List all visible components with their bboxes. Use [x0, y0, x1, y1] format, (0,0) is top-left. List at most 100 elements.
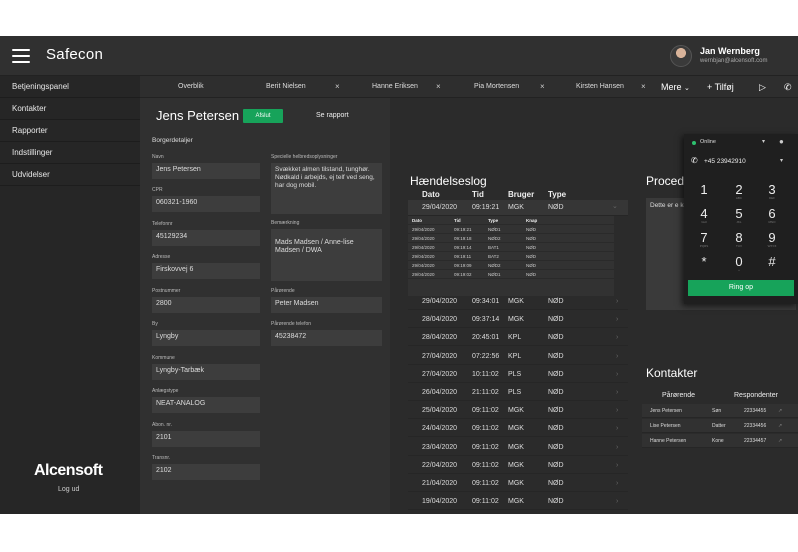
keypad-key[interactable]: 6 MNO [760, 206, 784, 224]
sidebar-item-indstillinger[interactable]: Indstillinger [0, 142, 140, 164]
column-header: Type [548, 190, 567, 199]
phone-icon: ✆ [691, 156, 698, 165]
transnr-field[interactable]: 2102 [152, 464, 260, 480]
table-row[interactable]: 28/04/2020 20:45:01 KPL NØD › [408, 330, 628, 347]
subscription-field[interactable]: 2101 [152, 431, 260, 447]
chevron-right-icon: › [616, 298, 619, 305]
relative-field[interactable]: Peter Madsen [271, 297, 382, 313]
tab-close-icon[interactable]: × [335, 82, 340, 91]
table-row[interactable]: 28/04/2020 09:37:14 MGK NØD › [408, 312, 628, 329]
column-header: Dato [422, 190, 440, 199]
table-row[interactable]: 26/04/2020 21:11:02 PLS NØD › [408, 385, 628, 401]
cpr-field[interactable]: 060321-1960 [152, 196, 260, 212]
add-tab-button[interactable]: + Tilføj [707, 82, 734, 92]
sidebar-item-betjeningspanel[interactable]: Betjeningspanel [0, 76, 140, 98]
online-status-icon [692, 141, 696, 145]
device-type-field[interactable]: NEAT-ANALOG [152, 397, 260, 413]
keypad-key[interactable]: 5 JKL [727, 206, 751, 224]
tab-more-menu[interactable]: Mere ⌄ [661, 82, 690, 92]
table-cell: 09:37:14 [472, 316, 500, 324]
table-row[interactable]: 27/04/2020 07:22:56 KPL NØD › [408, 349, 628, 365]
remark-field[interactable]: Mads Madsen / Anne-lise Madsen / DWA [271, 229, 382, 281]
table-row[interactable]: 23/04/2020 09:11:02 MGK NØD › [408, 440, 628, 456]
keypad-key[interactable]: 8 TUV [727, 230, 751, 248]
sidebar-item-rapporter[interactable]: Rapporter [0, 120, 140, 142]
keypad-key[interactable]: 1 [700, 182, 708, 197]
keypad-letters: ABC [735, 196, 743, 200]
table-cell: NØD [526, 236, 536, 241]
avatar[interactable] [670, 45, 692, 67]
tab-kirsten-hansen[interactable]: Kirsten Hansen [576, 83, 624, 90]
postcode-field[interactable]: 2800 [152, 297, 260, 313]
settings-icon[interactable]: ● [779, 137, 784, 146]
keypad-key[interactable]: 0 + [727, 254, 751, 272]
view-report-button[interactable]: Se rapport [316, 112, 349, 119]
table-row[interactable]: 22/04/2020 09:11:02 MGK NØD › [408, 458, 628, 474]
health-info-field[interactable]: Svækket almen tilstand, tunghør. Nødkald… [271, 163, 382, 214]
municipality-field[interactable]: Lyngby-Tarbæk [152, 364, 260, 380]
table-cell: 29/04/2020 [412, 245, 435, 250]
table-cell: PLS [508, 370, 522, 378]
caret-down-icon[interactable]: ▾ [780, 158, 784, 164]
city-field[interactable]: Lyngby [152, 330, 260, 346]
logout-link[interactable]: Log ud [58, 486, 80, 493]
tab-close-icon[interactable]: × [540, 82, 545, 91]
table-row[interactable]: 25/04/2020 09:11:02 MGK NØD › [408, 403, 628, 420]
call-contact-icon[interactable]: ↗ [778, 423, 783, 429]
contact-row[interactable]: Jens Petersen Søn 22334455 ↗ [642, 404, 798, 418]
table-cell: MGK [508, 316, 524, 324]
keypad-key[interactable]: 3 DEF [760, 182, 784, 200]
address-field[interactable]: Firskovvej 6 [152, 263, 260, 279]
table-row[interactable]: 24/04/2020 09:11:02 MGK NØD › [408, 421, 628, 438]
name-field[interactable]: Jens Petersen [152, 163, 260, 179]
keypad-key[interactable]: 9 WXYZ [760, 230, 784, 248]
field-label: Specielle helbredsoplysninger [271, 154, 338, 160]
tab-hanne-eriksen[interactable]: Hanne Eriksen [372, 83, 418, 90]
table-row-expanded[interactable]: 29/04/2020 09:19:21 MGK NØD ⌄ [408, 200, 628, 216]
sidebar-item-udvidelser[interactable]: Udvidelser [0, 164, 140, 186]
sidebar-item-kontakter[interactable]: Kontakter [0, 98, 140, 120]
keypad-key[interactable]: 7 PQRS [692, 230, 716, 248]
tab-close-icon[interactable]: × [641, 82, 646, 91]
table-cell: 20:45:01 [472, 334, 500, 342]
call-contact-icon[interactable]: ↗ [778, 408, 783, 414]
table-cell: 09:19:11 [454, 254, 472, 259]
table-row[interactable]: 27/04/2020 10:11:02 PLS NØD › [408, 367, 628, 383]
keypad-key[interactable]: 4 GHI [692, 206, 716, 224]
table-row[interactable]: 19/04/2020 09:11:02 MGK NØD › [408, 494, 628, 511]
tab-relatives[interactable]: Pårørende [662, 392, 696, 399]
phone-number-input[interactable]: +45 23942910 [704, 158, 746, 165]
table-row: 29/04/2020 09:19:02 NØD1 NØD [408, 270, 614, 279]
table-cell: 21:11:02 [472, 389, 499, 396]
contact-row[interactable]: Lise Petersen Datter 22334456 ↗ [642, 419, 798, 433]
relative-phone-field[interactable]: 45238472 [271, 330, 382, 346]
phone-field[interactable]: 45129234 [152, 230, 260, 246]
keypad-key[interactable]: * [701, 254, 707, 269]
end-button[interactable]: Afslut [243, 109, 283, 123]
call-contact-icon[interactable]: ↗ [778, 438, 783, 444]
forward-icon[interactable]: ▷ [759, 82, 766, 92]
call-button[interactable]: Ring op [688, 280, 794, 296]
table-row[interactable]: 29/04/2020 09:34:01 MGK NØD › [408, 294, 628, 310]
caret-down-icon[interactable]: ▾ [762, 139, 766, 145]
tab-berit-nielsen[interactable]: Berit Nielsen [266, 83, 306, 90]
phone-icon[interactable]: ✆ [784, 82, 792, 92]
tab-close-icon[interactable]: × [436, 82, 441, 91]
table-row[interactable]: 21/04/2020 09:11:02 MGK NØD › [408, 476, 628, 492]
status-select[interactable]: Online [700, 139, 716, 145]
keypad-letters: WXYZ [767, 244, 777, 248]
keypad-key[interactable]: # [768, 254, 776, 269]
chevron-right-icon: › [616, 389, 619, 396]
tab-pia-mortensen[interactable]: Pia Mortensen [474, 83, 520, 90]
table-cell: Kone [712, 438, 724, 444]
keypad-key[interactable]: 2 ABC [727, 182, 751, 200]
table-cell: 22334455 [744, 408, 767, 414]
event-log-panel: Hændelseslog Dato Tid Bruger Type 29/04/… [400, 168, 636, 514]
tab-overblik[interactable]: Overblik [178, 83, 204, 90]
tab-responders[interactable]: Respondenter [734, 392, 778, 399]
hamburger-menu-icon[interactable] [12, 49, 30, 63]
chevron-right-icon: › [616, 370, 619, 378]
tab-bar: Overblik Berit Nielsen × Hanne Eriksen ×… [140, 76, 798, 98]
contact-row[interactable]: Hanne Petersen Kone 22334457 ↗ [642, 434, 798, 448]
